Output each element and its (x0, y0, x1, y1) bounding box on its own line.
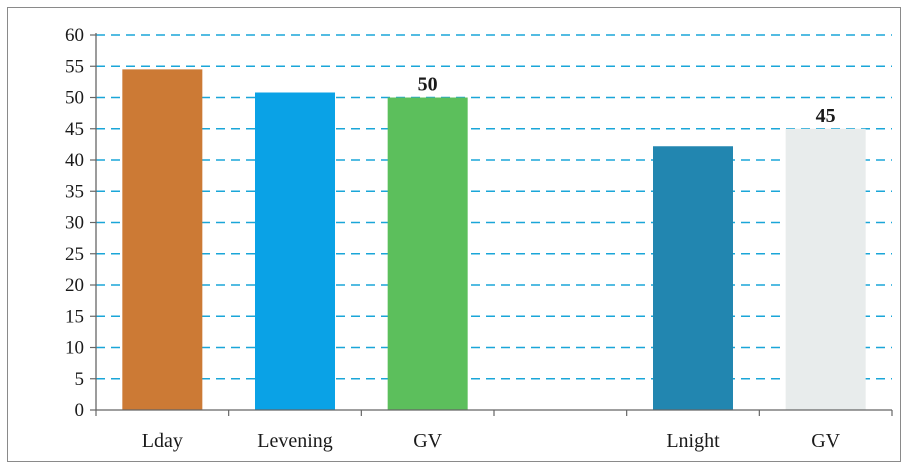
bar-gv (387, 97, 468, 410)
y-tick-label: 20 (65, 275, 84, 296)
bars (122, 69, 866, 410)
x-category-label: GV (811, 430, 840, 452)
y-tick-label: 45 (65, 119, 84, 140)
y-tick-label: 0 (75, 400, 85, 421)
axes (90, 33, 893, 416)
labels: 0 5 10 15 20 25 30 35 40 45 50 55 60 Lday Levening GV 50… (65, 25, 841, 452)
x-category-label: Lday (142, 430, 183, 452)
bar-lday (122, 69, 203, 410)
gridlines (96, 34, 892, 380)
x-category-label: Levening (257, 430, 333, 452)
y-tick-label: 35 (65, 181, 84, 202)
data-label: 45 (816, 105, 836, 127)
bar-lnight (653, 146, 733, 410)
y-tick-label: 25 (65, 244, 84, 265)
data-label: 50 (418, 74, 438, 96)
y-tick-label: 10 (65, 338, 84, 359)
y-tick-label: 30 (65, 213, 84, 234)
y-tick-label: 40 (65, 150, 84, 171)
bar-levening (255, 92, 335, 410)
x-category-label: GV (413, 430, 442, 452)
y-tick-label: 15 (65, 306, 84, 327)
y-tick-label: 50 (65, 88, 84, 109)
y-tick-label: 55 (65, 56, 84, 77)
y-tick-label: 5 (75, 369, 85, 390)
y-tick-label: 60 (65, 25, 84, 46)
bar-gv (785, 128, 866, 410)
x-category-label: Lnight (666, 430, 720, 452)
